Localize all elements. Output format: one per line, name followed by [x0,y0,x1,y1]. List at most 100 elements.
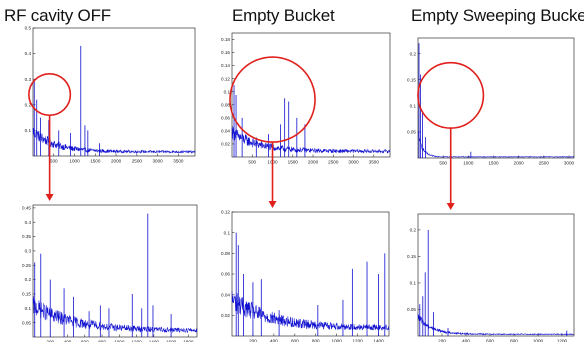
x-tick-label: 600 [81,340,89,342]
y-tick-label: 0.14 [221,63,230,68]
y-tick-label: 0.16 [221,50,230,55]
y-tick-label: 0.12 [221,210,230,215]
plot-area [32,27,196,157]
x-tick-label: 200 [249,339,257,342]
x-tick-label: 200 [438,339,446,342]
x-tick-label: 600 [486,339,494,342]
x-tick-label: 1800 [183,340,194,342]
y-tick-label: 0.15 [407,77,416,82]
y-tick-label: 0.12 [221,76,230,81]
empty-bucket-title: Empty Bucket [232,6,335,25]
y-tick-label: 0.2 [410,51,417,56]
chart-sweeping-bucket-full: 0.05 0.1 0.15 0.2 500 1000 1500 2000 2500 3000 [407,37,575,210]
y-tick-label: 0.35 [22,234,31,239]
y-tick-label: 0.3 [25,77,32,82]
y-tick-label: 0.02 [221,313,230,318]
y-tick-label: 0.02 [221,142,230,147]
x-tick-label: 1000 [533,339,544,342]
y-tick-label: 0.05 [22,320,31,325]
x-tick-label: 500 [439,161,447,166]
y-tick-label: 0.08 [221,251,230,256]
spectrum-trace [417,313,575,336]
highlight-circle [229,56,316,143]
chart-empty-bucket-zoom: 0.02 0.04 0.06 0.08 0.1 0.12 200 400 600 800 1000 1… [221,210,390,342]
y-tick-label: 0.1 [410,281,417,286]
plot-area [231,32,391,158]
plot-area [231,211,390,337]
x-tick-label: 2500 [132,159,143,164]
y-tick-label: 0.1 [224,89,231,94]
y-tick-label: 0.4 [25,220,32,225]
y-tick-label: 0.18 [221,37,230,42]
x-tick-label: 500 [248,160,256,165]
x-tick-label: 1500 [488,161,499,166]
y-tick-label: 0.05 [407,130,416,135]
y-tick-label: 0.2 [25,277,32,282]
x-tick-label: 1200 [557,339,568,342]
y-tick-label: 0.08 [221,102,230,107]
x-tick-label: 2000 [308,160,319,165]
y-tick-label: 0.5 [25,26,32,31]
y-tick-label: 0.25 [22,263,31,268]
x-tick-label: 1200 [131,340,142,342]
x-tick-label: 1000 [332,339,343,342]
x-tick-label: 500 [50,159,58,164]
x-tick-label: 3500 [369,160,380,165]
x-tick-label: 1000 [463,161,474,166]
empty-sweeping-bucket-title: Empty Sweeping Bucket [411,6,584,25]
x-tick-label: 2500 [539,161,550,166]
spectrum-trace [231,291,390,331]
x-tick-label: 3000 [564,161,575,166]
x-tick-label: 1500 [90,159,101,164]
y-tick-label: 0.1 [410,103,417,108]
x-tick-label: 1500 [288,160,299,165]
y-tick-label: 0.45 [22,205,31,210]
x-tick-label: 3500 [173,159,184,164]
y-tick-label: 0.06 [221,272,230,277]
spectrum-trace [32,296,198,334]
y-tick-label: 0.05 [407,307,416,312]
x-tick-label: 400 [64,340,72,342]
y-tick-label: 0.04 [221,128,230,133]
y-tick-label: 0.04 [221,292,230,297]
x-tick-label: 1400 [373,339,384,342]
y-tick-label: 0.06 [221,115,230,120]
y-tick-label: 0.3 [25,249,32,254]
zoom-arrow-head [268,201,277,208]
plot-area [417,37,575,159]
x-tick-label: 800 [98,340,106,342]
chart-empty-bucket-full: 0.020.040.060.080.10.120.140.160.1850010… [221,32,391,208]
x-tick-label: 200 [46,340,54,342]
y-tick-label: 0.1 [25,306,32,311]
y-tick-label: 0.15 [407,254,416,259]
plot-area [417,213,575,337]
y-tick-label: 0.15 [22,292,31,297]
spectrum-trace [231,126,391,154]
y-tick-label: 0.4 [25,51,32,56]
x-tick-label: 2000 [514,161,525,166]
x-tick-label: 400 [270,339,278,342]
x-tick-label: 3000 [348,160,359,165]
y-tick-label: 0.1 [224,230,231,235]
zoom-arrow-head [446,203,455,210]
chart-rf-off-full: 0.1 0.2 0.3 0.4 0.5 500 1000 1500 2000 2500 3000 35… [25,26,196,201]
spectrum-trace [417,131,575,158]
x-tick-label: 800 [510,339,518,342]
x-tick-label: 1000 [69,159,80,164]
x-tick-label: 600 [291,339,299,342]
x-tick-label: 1600 [166,340,177,342]
chart-rf-off-zoom: 0.05 0.1 0.15 0.2 0.25 0.3 0.35 0.4 0.45 200 400 60… [22,204,198,342]
x-tick-label: 2500 [328,160,339,165]
zoom-arrow-head [45,194,54,201]
x-tick-label: 2000 [111,159,122,164]
x-tick-label: 1400 [149,340,160,342]
spectrum-trace [32,127,196,154]
x-tick-label: 3000 [152,159,163,164]
plot-area [32,204,198,338]
y-tick-label: 0.1 [25,128,32,133]
x-tick-label: 1200 [352,339,363,342]
x-tick-label: 1000 [114,340,125,342]
chart-sweeping-bucket-zoom: 0.05 0.1 0.15 0.2 200 400 600 800 1000 1200 [407,213,575,342]
rf-cavity-off-title: RF cavity OFF [4,6,111,25]
